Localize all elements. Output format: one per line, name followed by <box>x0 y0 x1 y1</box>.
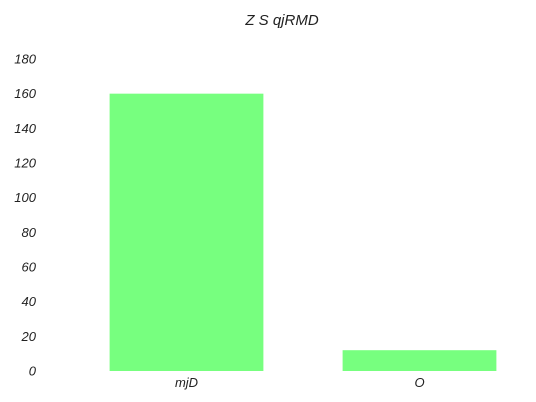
y-tick-label: 120 <box>14 156 36 171</box>
y-tick-label: 20 <box>21 329 37 344</box>
chart-title: Z S qjRMD <box>244 12 319 29</box>
bars <box>109 93 497 372</box>
y-tick-label: 180 <box>14 52 36 67</box>
y-tick-label: 80 <box>22 225 37 240</box>
x-tick-label: O <box>414 375 424 390</box>
y-tick-label: 140 <box>14 121 36 136</box>
bar-mjD <box>109 93 264 372</box>
x-tick-label: mjD <box>175 375 198 390</box>
y-tick-label: 40 <box>22 294 37 309</box>
y-axis: 0 20 40 60 80 100 120 140 160 180 <box>14 52 36 379</box>
y-tick-label: 0 <box>29 364 37 379</box>
bar-O <box>342 350 497 371</box>
y-tick-label: 160 <box>14 86 36 101</box>
y-tick-label: 60 <box>22 260 37 275</box>
x-axis: mjD O <box>175 375 425 390</box>
y-tick-label: 100 <box>14 190 36 205</box>
